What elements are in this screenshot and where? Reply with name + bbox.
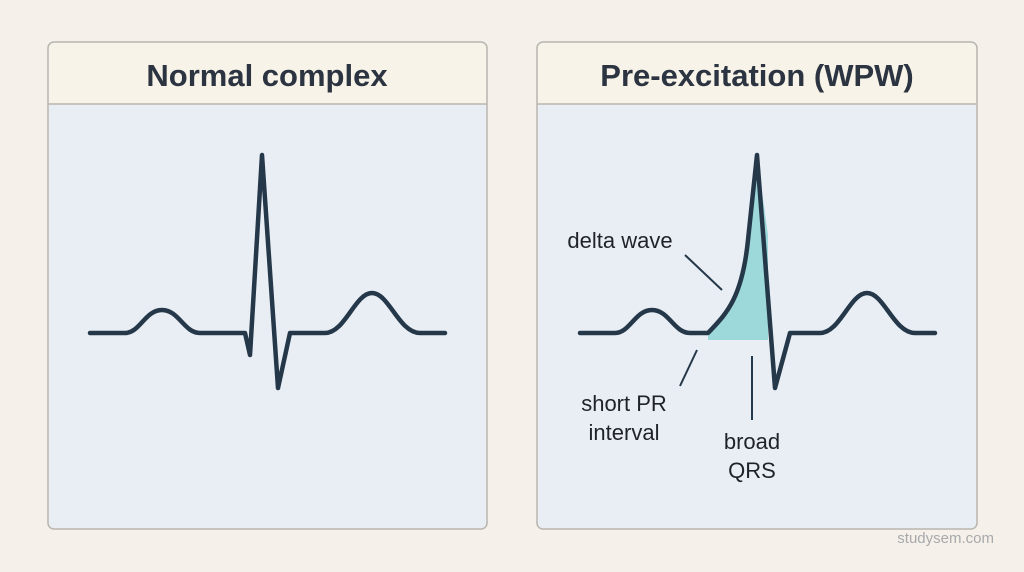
panel-normal: Normal complex	[47, 41, 488, 530]
ecg-trace	[87, 152, 448, 391]
leader-line	[679, 349, 698, 387]
broad-qrs-label: broad	[724, 429, 780, 454]
ecg-trace	[577, 152, 938, 391]
panel-title: Normal complex	[146, 58, 388, 93]
broad-qrs-label: QRS	[728, 458, 776, 483]
panel-title: Pre-excitation (WPW)	[600, 58, 913, 93]
delta-wave-label: delta wave	[567, 228, 672, 253]
short-pr-label: interval	[589, 420, 660, 445]
panel-header	[538, 42, 976, 104]
panel-header	[49, 42, 486, 104]
panel-wpw: Pre-excitation (WPW) delta wave short PR…	[536, 41, 978, 530]
panel-frame	[47, 41, 488, 530]
short-pr-label: short PR	[581, 391, 667, 416]
watermark: studysem.com	[897, 530, 994, 547]
leader-line	[684, 254, 723, 291]
